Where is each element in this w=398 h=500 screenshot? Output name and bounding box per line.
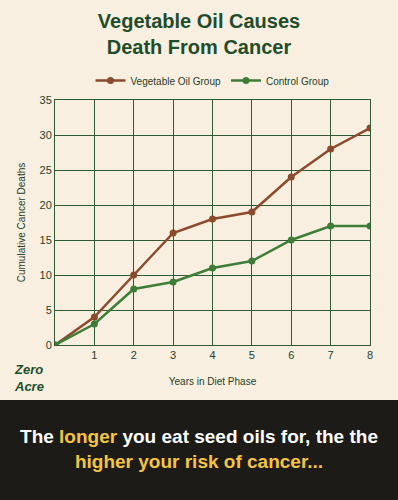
svg-text:Cumulative Cancer Deaths: Cumulative Cancer Deaths <box>16 163 27 283</box>
svg-text:4: 4 <box>209 349 215 361</box>
svg-text:10: 10 <box>40 269 52 281</box>
svg-text:6: 6 <box>288 349 294 361</box>
svg-text:2: 2 <box>131 349 137 361</box>
html-text:The longer you eat seed oils f: The longer you eat seed oils for, the th… <box>20 426 378 448</box>
svg-text:Years in Diet Phase: Years in Diet Phase <box>169 376 257 387</box>
svg-text:3: 3 <box>170 349 176 361</box>
svg-text:Vegetable Oil CausesDeath From: Vegetable Oil CausesDeath From Cancer <box>98 10 300 58</box>
html-text:higher your risk of cancer...: higher your risk of cancer... <box>74 451 324 472</box>
svg-text:8: 8 <box>367 349 373 361</box>
svg-text:35: 35 <box>40 94 52 106</box>
svg-text:15: 15 <box>40 234 52 246</box>
svg-text:25: 25 <box>40 164 52 176</box>
svg-text:0: 0 <box>46 339 52 351</box>
svg-text:30: 30 <box>40 129 52 141</box>
svg-text:7: 7 <box>328 349 334 361</box>
svg-text:1: 1 <box>91 349 97 361</box>
svg-text:20: 20 <box>40 199 52 211</box>
svg-text:5: 5 <box>249 349 255 361</box>
svg-text:5: 5 <box>46 304 52 316</box>
svg-text:ZeroAcre: ZeroAcre <box>14 362 44 394</box>
svg-text:Control Group: Control Group <box>266 76 329 87</box>
svg-text:Vegetable Oil Group: Vegetable Oil Group <box>131 76 221 87</box>
